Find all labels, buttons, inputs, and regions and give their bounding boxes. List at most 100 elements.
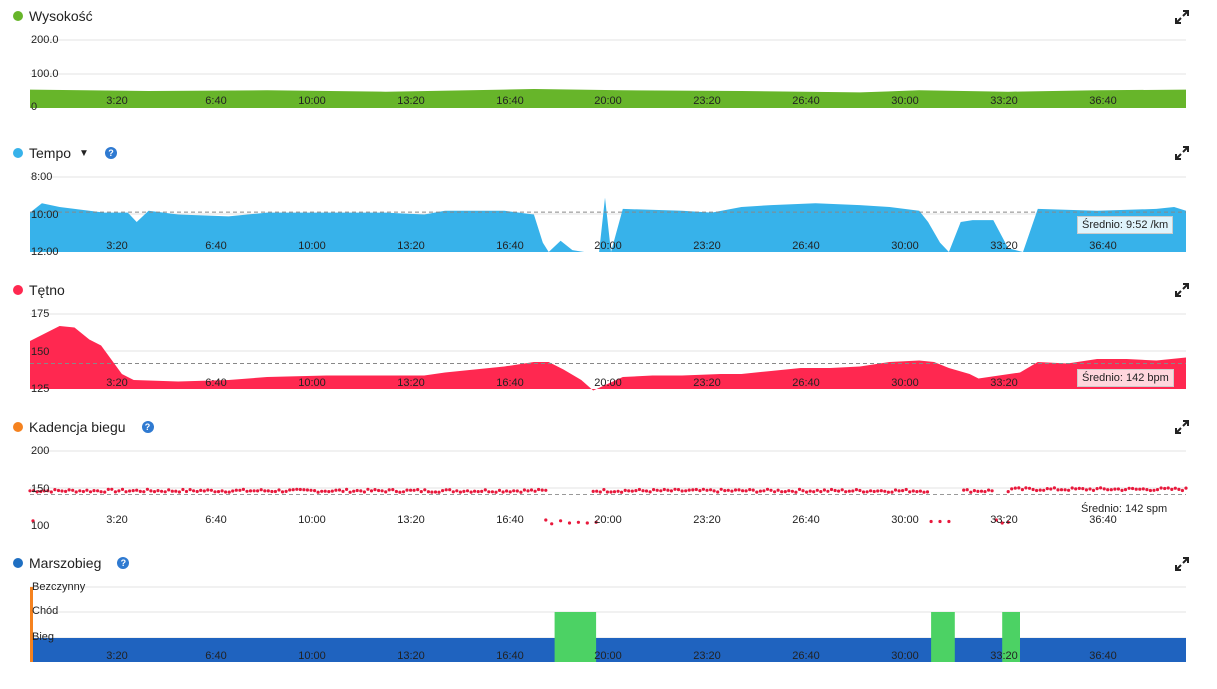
cadence-point xyxy=(490,490,494,494)
elevation-x-tick: 36:40 xyxy=(1089,95,1117,107)
cadence-point xyxy=(138,489,142,493)
cadence-point xyxy=(167,488,171,492)
elevation-x-tick: 26:40 xyxy=(792,95,820,107)
hr-y-tick: 150 xyxy=(31,346,49,358)
cadence-point xyxy=(103,490,107,494)
cadence-point xyxy=(377,488,381,493)
cadence-point xyxy=(908,490,912,494)
cadence-help-icon[interactable]: ? xyxy=(141,421,154,433)
cadence-point xyxy=(847,489,851,493)
cadence-point xyxy=(238,488,242,492)
pace-x-tick: 3:20 xyxy=(106,240,127,252)
cadence-point xyxy=(559,519,563,523)
cadence-point xyxy=(334,488,338,492)
cadence-point xyxy=(648,490,652,494)
cadence-point xyxy=(241,487,245,491)
cadence-chart: 200 150 100 3:20 6:40 10:00 13:20 16:40 20:00 23:… xyxy=(28,445,1188,532)
cadence-point xyxy=(316,490,320,494)
cadence-point xyxy=(691,488,695,492)
cadence-point xyxy=(412,488,416,492)
cadence-point xyxy=(890,490,894,494)
pace-help-icon[interactable]: ? xyxy=(104,147,117,159)
cadence-point xyxy=(644,489,649,493)
activity-x-tick: 6:40 xyxy=(205,650,226,662)
cadence-point xyxy=(117,489,121,493)
cadence-point xyxy=(576,520,581,524)
cadence-point xyxy=(765,487,770,491)
cadence-point xyxy=(465,489,470,493)
cadence-point xyxy=(313,489,317,493)
cadence-point xyxy=(245,489,249,493)
pace-title[interactable]: Tempo xyxy=(29,145,72,161)
cadence-point xyxy=(195,489,199,494)
cadence-expand-icon[interactable] xyxy=(1175,420,1189,434)
pace-dropdown-icon[interactable]: ▼ xyxy=(79,147,89,159)
cadence-point xyxy=(1095,487,1099,491)
cadence-point xyxy=(469,490,473,494)
pace-expand-icon[interactable] xyxy=(1175,146,1189,160)
cadence-point xyxy=(327,490,331,494)
cadence-point xyxy=(1116,487,1120,491)
cadence-point xyxy=(174,489,178,493)
cadence-point xyxy=(972,489,977,493)
cadence-point xyxy=(1049,487,1053,491)
cadence-point xyxy=(177,490,181,494)
cadence-point xyxy=(1010,487,1014,491)
cadence-point xyxy=(1056,488,1060,492)
elevation-expand-icon[interactable] xyxy=(1175,10,1189,24)
cadence-point xyxy=(35,490,39,494)
cadence-point xyxy=(1020,488,1024,492)
cadence-point xyxy=(163,490,167,494)
activity-x-tick: 36:40 xyxy=(1089,650,1117,662)
cadence-x-tick: 26:40 xyxy=(792,514,820,526)
cadence-point xyxy=(405,488,409,492)
cadence-point xyxy=(330,489,334,493)
pace-chart: 8:00 10:00 12:00 3:20 6:40 10:00 13:20 16:40 20:… xyxy=(30,171,1186,258)
cadence-point xyxy=(99,490,103,494)
cadence-point xyxy=(719,487,723,491)
cadence-point xyxy=(1035,488,1039,493)
cadence-point xyxy=(1145,488,1149,492)
cadence-point xyxy=(206,488,210,492)
activity-x-tick: 20:00 xyxy=(594,650,622,662)
cadence-point xyxy=(1067,488,1071,492)
cadence-point xyxy=(409,488,413,492)
activity-legend-dot xyxy=(13,558,23,568)
cadence-point xyxy=(462,489,466,493)
cadence-point xyxy=(730,489,734,493)
cadence-point xyxy=(280,490,285,494)
cadence-point xyxy=(345,487,349,491)
cadence-point xyxy=(620,490,624,494)
cadence-point xyxy=(298,487,302,492)
cadence-point xyxy=(56,488,61,493)
cadence-point xyxy=(1063,488,1067,492)
activity-expand-icon[interactable] xyxy=(1175,557,1189,571)
cadence-point xyxy=(512,489,516,493)
cadence-point xyxy=(854,488,859,492)
cadence-point xyxy=(858,488,862,493)
cadence-point xyxy=(1074,487,1078,491)
cadence-point xyxy=(355,488,359,493)
cadence-point xyxy=(441,489,445,493)
cadence-point xyxy=(812,490,816,494)
activity-x-tick: 30:00 xyxy=(891,650,919,662)
activity-y-tick: Bezczynny xyxy=(32,581,86,593)
activity-title: Marszobieg xyxy=(29,555,102,571)
cadence-point xyxy=(259,488,263,492)
hr-y-tick: 175 xyxy=(31,308,49,320)
cadence-point xyxy=(337,488,342,492)
cadence-point xyxy=(840,488,844,492)
cadence-point xyxy=(448,488,452,492)
hr-expand-icon[interactable] xyxy=(1175,283,1189,297)
cadence-point xyxy=(712,489,716,493)
hr-legend-dot xyxy=(13,285,23,295)
cadence-point xyxy=(213,490,217,494)
cadence-point xyxy=(1042,488,1046,492)
activity-help-icon[interactable]: ? xyxy=(117,557,130,569)
cadence-point xyxy=(380,489,384,493)
cadence-point xyxy=(497,488,502,492)
cadence-point xyxy=(1031,487,1035,492)
cadence-point xyxy=(128,489,132,493)
cadence-point xyxy=(209,488,213,492)
cadence-point xyxy=(476,490,480,494)
